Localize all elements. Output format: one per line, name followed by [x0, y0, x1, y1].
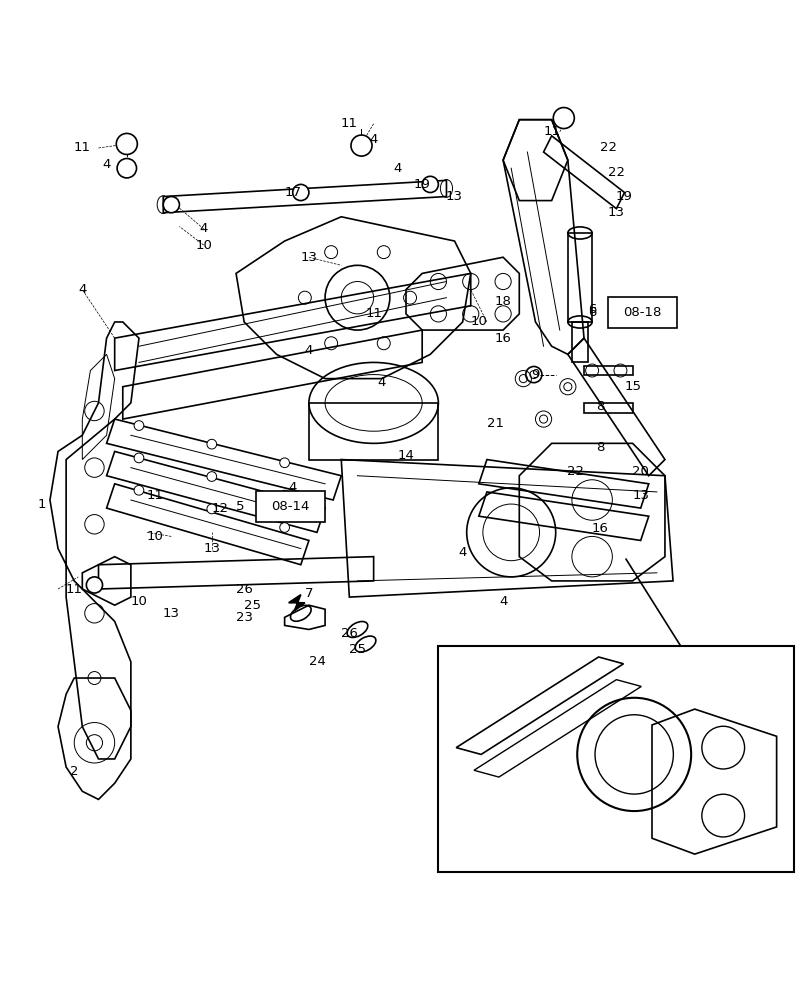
Text: 08-14: 08-14 — [271, 500, 310, 513]
Text: 11: 11 — [543, 125, 560, 138]
Text: 4: 4 — [377, 376, 385, 389]
Text: 4: 4 — [304, 344, 313, 357]
Text: 6: 6 — [587, 306, 595, 319]
Text: 13: 13 — [632, 489, 648, 502]
Text: 4: 4 — [102, 158, 110, 171]
Text: 19: 19 — [414, 178, 430, 191]
Text: 21: 21 — [486, 417, 503, 430]
Text: 8: 8 — [595, 400, 603, 413]
Text: 08-18: 08-18 — [623, 306, 661, 319]
Text: 10: 10 — [147, 530, 163, 543]
Text: 4: 4 — [498, 595, 507, 608]
Text: 11: 11 — [74, 141, 91, 154]
Bar — [607, 297, 676, 328]
Text: 1: 1 — [37, 498, 46, 511]
Text: 13: 13 — [203, 542, 220, 555]
Text: 11: 11 — [341, 117, 358, 130]
Text: 4: 4 — [369, 133, 377, 146]
Text: 22: 22 — [599, 141, 616, 154]
Circle shape — [134, 421, 144, 430]
Text: 5: 5 — [255, 495, 264, 508]
Circle shape — [134, 485, 144, 495]
Text: 16: 16 — [494, 332, 511, 345]
Text: 4: 4 — [78, 283, 87, 296]
Text: 4: 4 — [393, 162, 401, 175]
Text: 4: 4 — [288, 481, 297, 494]
Text: 4: 4 — [200, 222, 208, 235]
Circle shape — [280, 490, 289, 500]
Text: 11: 11 — [365, 307, 382, 320]
Text: 11: 11 — [147, 489, 164, 502]
Text: 23: 23 — [235, 611, 252, 624]
Text: 12: 12 — [211, 502, 228, 515]
Text: 10: 10 — [470, 315, 487, 328]
Bar — [438, 646, 793, 872]
Text: 22: 22 — [567, 465, 584, 478]
Polygon shape — [288, 595, 304, 611]
Bar — [256, 491, 324, 522]
Text: 13: 13 — [607, 206, 624, 219]
Text: 13: 13 — [445, 190, 462, 203]
Text: 22: 22 — [607, 166, 624, 179]
Circle shape — [207, 504, 217, 514]
Text: 10: 10 — [195, 239, 212, 252]
Text: 13: 13 — [300, 251, 317, 264]
Text: 11: 11 — [66, 583, 83, 596]
Text: 18: 18 — [494, 295, 511, 308]
Text: 7: 7 — [304, 587, 313, 600]
Text: 2: 2 — [70, 765, 79, 778]
Circle shape — [86, 577, 102, 593]
Text: 8: 8 — [595, 441, 603, 454]
Text: 26: 26 — [341, 627, 358, 640]
Text: 25: 25 — [349, 643, 366, 656]
Circle shape — [116, 133, 137, 154]
Text: 25: 25 — [243, 599, 260, 612]
Text: 13: 13 — [163, 607, 179, 620]
Text: 19: 19 — [616, 190, 632, 203]
Circle shape — [292, 184, 308, 201]
Circle shape — [280, 523, 289, 532]
Text: 9: 9 — [530, 368, 539, 381]
Text: 4: 4 — [458, 546, 466, 559]
Circle shape — [552, 108, 573, 129]
Circle shape — [422, 176, 438, 192]
Circle shape — [280, 458, 289, 468]
Text: 15: 15 — [624, 380, 641, 393]
Text: 5: 5 — [235, 500, 244, 513]
Circle shape — [134, 453, 144, 463]
Circle shape — [350, 135, 371, 156]
Circle shape — [163, 197, 179, 213]
Text: 17: 17 — [284, 186, 301, 199]
Text: 14: 14 — [397, 449, 414, 462]
Circle shape — [207, 472, 217, 481]
Circle shape — [207, 439, 217, 449]
Text: 16: 16 — [591, 522, 608, 535]
Circle shape — [117, 159, 136, 178]
Text: 6: 6 — [587, 303, 595, 316]
Text: 26: 26 — [235, 583, 252, 596]
Text: 20: 20 — [632, 465, 648, 478]
Text: 10: 10 — [131, 595, 148, 608]
Text: 24: 24 — [308, 655, 325, 668]
